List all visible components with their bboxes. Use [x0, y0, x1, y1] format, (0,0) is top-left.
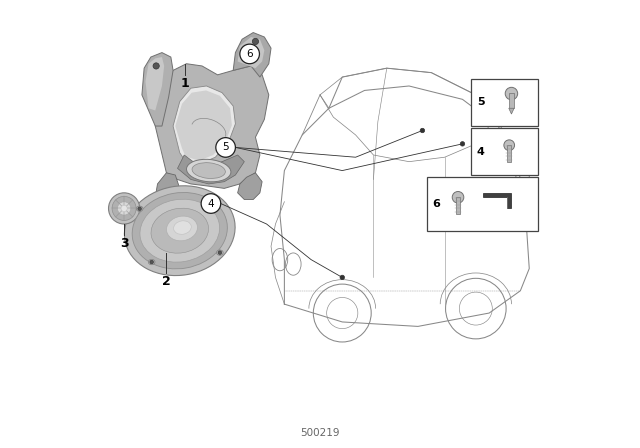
Ellipse shape	[186, 159, 231, 182]
Polygon shape	[237, 173, 262, 199]
Circle shape	[206, 198, 210, 201]
Circle shape	[112, 196, 136, 220]
Circle shape	[504, 140, 515, 151]
Polygon shape	[175, 90, 232, 161]
Circle shape	[340, 275, 344, 280]
Text: 6: 6	[432, 199, 440, 209]
Ellipse shape	[166, 216, 198, 241]
Text: 1: 1	[180, 77, 189, 90]
Circle shape	[505, 87, 518, 100]
Text: 5: 5	[222, 142, 229, 152]
Ellipse shape	[151, 208, 209, 253]
Polygon shape	[509, 108, 514, 114]
Text: 5: 5	[477, 97, 484, 107]
Ellipse shape	[140, 199, 220, 262]
Ellipse shape	[132, 193, 227, 269]
Circle shape	[121, 205, 127, 211]
Polygon shape	[173, 86, 236, 164]
Circle shape	[452, 191, 464, 203]
Bar	[456, 197, 460, 214]
Ellipse shape	[136, 206, 143, 211]
Polygon shape	[233, 33, 271, 77]
Ellipse shape	[148, 259, 155, 265]
Ellipse shape	[205, 197, 211, 202]
Ellipse shape	[124, 186, 235, 276]
Polygon shape	[483, 193, 511, 207]
Bar	[472, 128, 538, 175]
Circle shape	[117, 202, 131, 215]
Text: 4: 4	[207, 198, 214, 208]
Text: 2: 2	[162, 275, 171, 288]
Bar	[507, 145, 511, 162]
Ellipse shape	[192, 163, 225, 178]
Circle shape	[240, 44, 259, 64]
Polygon shape	[177, 155, 244, 184]
Circle shape	[216, 138, 236, 157]
Circle shape	[222, 150, 229, 157]
Circle shape	[420, 128, 424, 133]
Bar	[427, 177, 538, 231]
Circle shape	[153, 63, 159, 69]
Circle shape	[150, 260, 154, 264]
Circle shape	[109, 193, 140, 224]
Ellipse shape	[173, 221, 191, 234]
Polygon shape	[156, 64, 269, 188]
Text: 4: 4	[477, 147, 484, 157]
Polygon shape	[156, 173, 180, 208]
Text: 500219: 500219	[300, 428, 340, 438]
Circle shape	[138, 207, 141, 211]
Circle shape	[460, 142, 465, 146]
Bar	[472, 79, 538, 126]
Circle shape	[201, 194, 221, 213]
Polygon shape	[142, 52, 173, 126]
Ellipse shape	[216, 250, 223, 255]
Polygon shape	[237, 37, 264, 68]
Circle shape	[218, 251, 221, 254]
Polygon shape	[145, 57, 164, 111]
Text: 6: 6	[246, 49, 253, 59]
Circle shape	[252, 39, 259, 44]
Text: 3: 3	[120, 237, 129, 250]
Bar	[509, 93, 514, 108]
